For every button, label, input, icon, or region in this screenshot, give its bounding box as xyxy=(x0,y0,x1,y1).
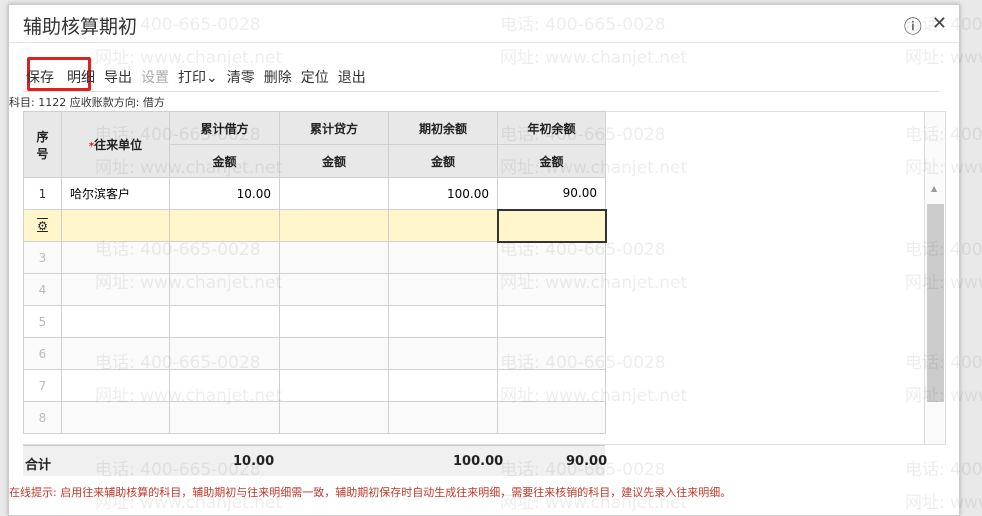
row-index: 6 xyxy=(23,337,62,370)
header-unit: *往来单位 xyxy=(61,111,170,178)
export-button[interactable]: 导出 xyxy=(104,70,132,86)
delete-button[interactable]: 删除 xyxy=(263,70,292,86)
dialog: 辅助核算期初 ⓘ ✕ 保存 明细 导出 设置 打印⌄ 清零 删除 定位 退出 科… xyxy=(8,4,960,516)
row-index: 1 xyxy=(23,177,62,210)
unit-cell[interactable] xyxy=(61,337,170,370)
detail-button[interactable]: 明细 xyxy=(67,70,95,86)
totals-opening: 100.00 xyxy=(453,454,504,469)
credit-cell[interactable] xyxy=(279,209,389,242)
opening-cell[interactable] xyxy=(388,337,498,370)
row-settings-icon[interactable]: ⚙ xyxy=(23,209,62,242)
opening-cell[interactable] xyxy=(388,209,498,242)
year-opening-cell-active[interactable] xyxy=(496,208,607,243)
credit-cell[interactable] xyxy=(279,337,389,370)
credit-cell[interactable] xyxy=(279,273,389,306)
subject-info: 科目: 1122 应收账款方向: 借方 xyxy=(9,96,165,109)
year-opening-cell[interactable] xyxy=(497,337,606,370)
credit-cell[interactable] xyxy=(279,401,389,434)
print-label: 打印 xyxy=(178,70,206,86)
unit-cell[interactable] xyxy=(61,273,170,306)
online-hint: 在线提示: 启用往来辅助核算的科目，辅助期初与往来明细需一致，辅助期初保存时自动… xyxy=(9,486,732,499)
credit-cell[interactable] xyxy=(279,369,389,402)
header-debit: 累计借方 xyxy=(169,111,280,145)
debit-cell[interactable] xyxy=(169,369,280,402)
vertical-scrollbar[interactable]: ▲ xyxy=(924,111,946,445)
year-opening-cell[interactable]: 90.00 xyxy=(497,177,606,210)
debit-cell[interactable] xyxy=(169,401,280,434)
year-opening-cell[interactable] xyxy=(497,401,606,434)
totals-debit: 10.00 xyxy=(233,454,275,469)
table-row[interactable]: 6 xyxy=(23,337,606,370)
credit-cell[interactable] xyxy=(279,305,389,338)
header-index: 序号 xyxy=(23,111,62,178)
debit-cell[interactable] xyxy=(169,273,280,306)
opening-cell[interactable]: 100.00 xyxy=(388,177,498,210)
unit-cell[interactable] xyxy=(61,305,170,338)
print-button[interactable]: 打印⌄ xyxy=(178,67,218,87)
balance-table: 序号 *往来单位 累计借方 累计贷方 期初余额 年初余额 金额 金额 金额 金额… xyxy=(23,111,607,434)
unit-cell[interactable] xyxy=(61,401,170,434)
opening-cell[interactable] xyxy=(388,273,498,306)
table-row[interactable]: 7 xyxy=(23,369,606,402)
year-opening-cell[interactable] xyxy=(497,241,606,274)
header-amount: 金额 xyxy=(497,144,606,178)
unit-cell[interactable] xyxy=(61,209,170,242)
debit-cell[interactable] xyxy=(169,209,280,242)
year-opening-cell[interactable] xyxy=(497,305,606,338)
row-index: 3 xyxy=(23,241,62,274)
dialog-title: 辅助核算期初 xyxy=(23,16,138,38)
debit-cell[interactable]: 10.00 xyxy=(169,177,280,210)
scroll-up-icon[interactable]: ▲ xyxy=(931,184,938,193)
row-index: 8 xyxy=(23,401,62,434)
unit-cell[interactable] xyxy=(61,241,170,274)
totals-row: 合计 10.00 100.00 90.00 xyxy=(23,445,608,476)
year-opening-cell[interactable] xyxy=(497,273,606,306)
clear-button[interactable]: 清零 xyxy=(226,70,255,86)
header-credit: 累计贷方 xyxy=(279,111,389,145)
opening-cell[interactable] xyxy=(388,401,498,434)
debit-cell[interactable] xyxy=(169,241,280,274)
opening-cell[interactable] xyxy=(388,305,498,338)
close-icon[interactable]: ✕ xyxy=(931,13,947,34)
header-year-opening: 年初余额 xyxy=(497,111,606,145)
settings-button[interactable]: 设置 xyxy=(141,70,169,86)
table-row[interactable]: 5 xyxy=(23,305,606,338)
locate-button[interactable]: 定位 xyxy=(300,70,329,86)
header-opening: 期初余额 xyxy=(388,111,498,145)
required-mark: * xyxy=(88,141,95,152)
debit-cell[interactable] xyxy=(169,305,280,338)
divider xyxy=(9,42,959,43)
credit-cell[interactable] xyxy=(279,241,389,274)
row-index: 4 xyxy=(23,273,62,306)
opening-cell[interactable] xyxy=(388,241,498,274)
table-row[interactable]: 8 xyxy=(23,401,606,434)
chevron-down-icon: ⌄ xyxy=(206,70,218,86)
divider xyxy=(23,91,939,92)
row-index: 5 xyxy=(23,305,62,338)
scrollbar-thumb[interactable] xyxy=(927,204,944,402)
table-row[interactable]: 4 xyxy=(23,273,606,306)
header-amount: 金额 xyxy=(279,144,389,178)
table-row[interactable]: 1 哈尔滨客户 10.00 100.00 90.00 xyxy=(23,177,606,210)
table-row[interactable]: 3 xyxy=(23,241,606,274)
debit-cell[interactable] xyxy=(169,337,280,370)
header-unit-label: 往来单位 xyxy=(94,138,143,152)
save-highlight xyxy=(27,57,91,91)
totals-label: 合计 xyxy=(25,458,52,473)
totals-year-opening: 90.00 xyxy=(566,454,608,469)
table-row-selected[interactable]: ⚙ xyxy=(23,208,607,243)
help-icon[interactable]: ⓘ xyxy=(903,17,922,38)
row-index: 7 xyxy=(23,369,62,402)
year-opening-cell[interactable] xyxy=(497,369,606,402)
credit-cell[interactable] xyxy=(279,177,389,210)
unit-cell[interactable]: 哈尔滨客户 xyxy=(61,177,170,210)
header-amount: 金额 xyxy=(388,144,498,178)
toolbar: 保存 明细 导出 设置 打印⌄ 清零 删除 定位 退出 xyxy=(26,67,366,87)
exit-button[interactable]: 退出 xyxy=(337,70,366,86)
opening-cell[interactable] xyxy=(388,369,498,402)
save-button[interactable]: 保存 xyxy=(26,70,54,86)
unit-cell[interactable] xyxy=(61,369,170,402)
header-amount: 金额 xyxy=(169,144,280,178)
